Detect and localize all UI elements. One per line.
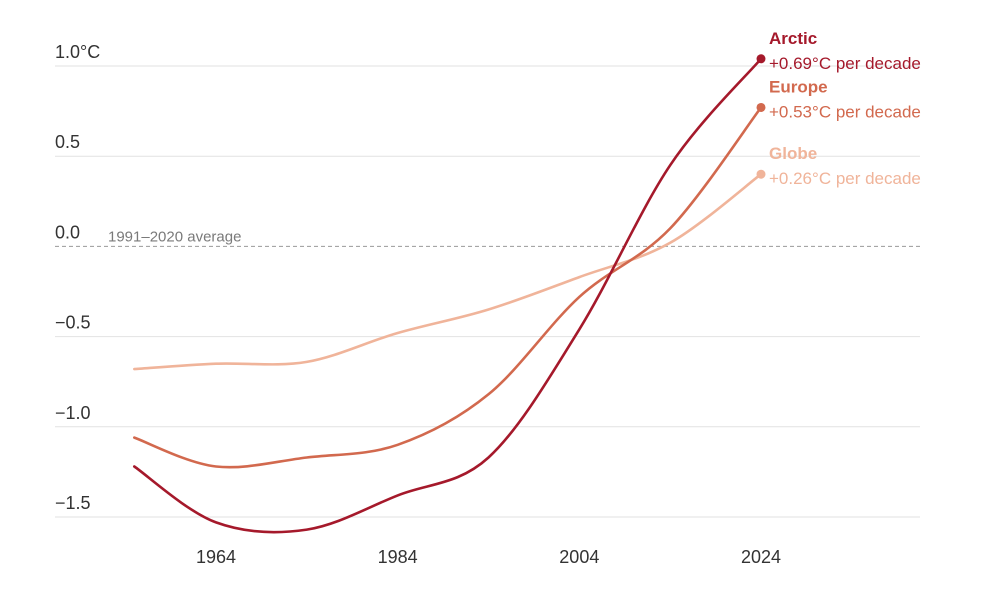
series-endpoint-arctic <box>757 54 766 63</box>
x-tick-label: 2004 <box>559 547 599 567</box>
reference-line-label: 1991–2020 average <box>108 228 241 245</box>
series-endpoint-globe <box>757 170 766 179</box>
x-tick-label: 1964 <box>196 547 236 567</box>
series-line-arctic <box>134 59 761 532</box>
x-tick-label: 1984 <box>378 547 418 567</box>
y-tick-label: −1.0 <box>55 403 91 423</box>
series-label-globe: Globe <box>769 144 817 163</box>
y-tick-label: 0.0 <box>55 222 80 242</box>
series-label-europe: Europe <box>769 77 828 96</box>
y-axis-ticks: 1.0°C 0.5 0.0 −0.5 −1.0 −1.5 <box>55 42 100 513</box>
reference-line-group: 1991–2020 average <box>55 228 920 246</box>
y-tick-label: −0.5 <box>55 313 91 333</box>
series-rate-europe: +0.53°C per decade <box>769 102 921 121</box>
temperature-anomaly-chart: 1.0°C 0.5 0.0 −0.5 −1.0 −1.5 1964 1984 2004 2024… <box>0 0 1000 594</box>
series-label-arctic: Arctic <box>769 29 817 48</box>
series-endpoint-europe <box>757 103 766 112</box>
series-labels: Globe +0.26°C per decade Europe +0.53°C per… <box>769 29 921 188</box>
x-tick-label: 2024 <box>741 547 781 567</box>
y-tick-label: −1.5 <box>55 493 91 513</box>
series-lines <box>134 54 765 532</box>
series-rate-globe: +0.26°C per decade <box>769 169 921 188</box>
series-rate-arctic: +0.69°C per decade <box>769 54 921 73</box>
gridlines <box>55 66 920 517</box>
chart-canvas: 1.0°C 0.5 0.0 −0.5 −1.0 −1.5 1964 1984 2004 2024… <box>0 0 1000 594</box>
y-tick-label: 1.0°C <box>55 42 100 62</box>
y-tick-label: 0.5 <box>55 132 80 152</box>
x-axis-ticks: 1964 1984 2004 2024 <box>196 547 781 567</box>
series-line-europe <box>134 108 761 468</box>
series-line-globe <box>134 174 761 369</box>
